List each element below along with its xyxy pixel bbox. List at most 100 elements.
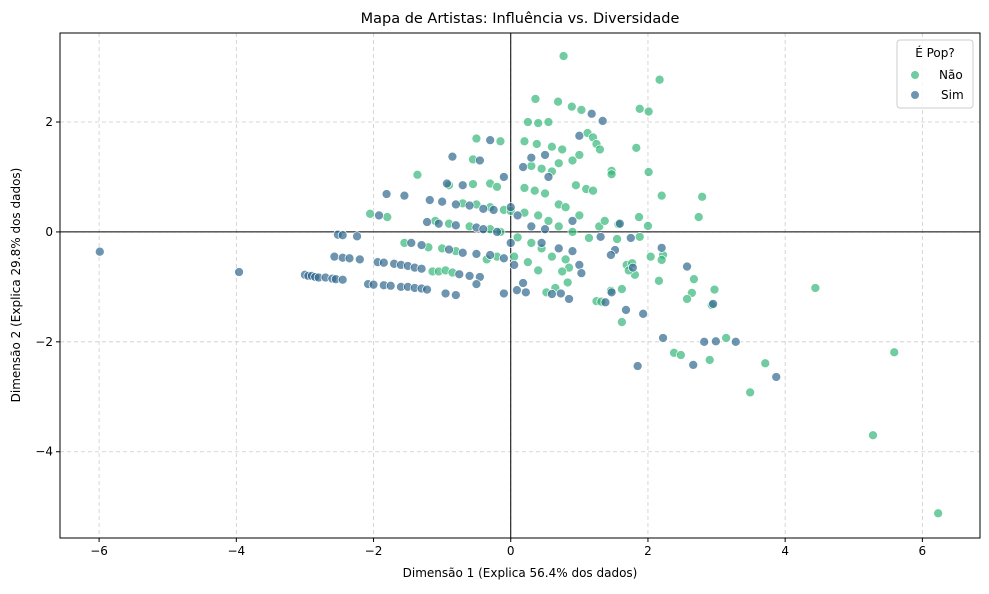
data-point-sim [658, 333, 668, 343]
data-point-nao [654, 275, 664, 286]
data-point-nao [760, 358, 771, 369]
data-point-sim [416, 263, 427, 274]
data-point-sim [337, 230, 348, 241]
data-point-sim [381, 189, 392, 199]
data-point-nao [533, 118, 544, 128]
data-point-sim [433, 218, 444, 229]
data-point-sim [437, 196, 447, 207]
y-tick-label: 0 [45, 225, 53, 239]
data-point-sim [385, 280, 396, 291]
data-point-sim [576, 268, 587, 278]
data-point-nao [697, 191, 707, 202]
data-point-nao [574, 150, 585, 160]
data-point-sim [771, 372, 782, 382]
legend-label-nao: Não [939, 68, 963, 82]
x-axis-label: Dimensão 1 (Explica 56.4% dos dados) [403, 566, 638, 580]
data-point-nao [536, 163, 547, 174]
data-point-nao [588, 185, 598, 196]
data-point-nao [492, 182, 502, 192]
data-point-sim [499, 288, 509, 299]
data-point-nao [540, 188, 550, 199]
legend-marker-sim [910, 90, 920, 100]
data-point-sim [597, 116, 608, 126]
data-point-nao [599, 216, 610, 226]
legend-label-sim: Sim [941, 88, 964, 102]
data-point-sim [656, 243, 667, 253]
x-tick-label: −2 [365, 544, 383, 558]
legend-title: É Pop? [915, 45, 955, 60]
data-point-sim [94, 246, 105, 257]
plot-frame [59, 32, 981, 539]
data-point-nao [810, 283, 821, 293]
axis-ticks: −6 −4 −2 0 2 4 6 −4 −2 0 2 [35, 115, 926, 558]
data-point-sim [354, 254, 365, 265]
data-point-nao [526, 238, 537, 248]
data-point-sim [536, 238, 547, 248]
data-point-nao [584, 233, 594, 243]
data-point-nao [721, 333, 732, 343]
data-point-sim [378, 257, 389, 268]
data-point-sim [464, 271, 475, 281]
data-point-sim [471, 249, 482, 259]
data-point-nao [523, 257, 533, 267]
data-point-nao [468, 179, 478, 189]
data-point-sim [499, 172, 509, 182]
data-point-nao [547, 251, 557, 262]
data-point-sim [518, 278, 528, 288]
data-point-sim [451, 199, 461, 210]
data-point-nao [682, 294, 692, 304]
data-point-sim [553, 243, 564, 254]
data-point-nao [933, 508, 944, 519]
data-point-sim [505, 238, 516, 248]
data-point-sim [352, 231, 362, 242]
data-point-sim [520, 287, 531, 298]
data-point-sim [440, 288, 451, 299]
data-point-nao [567, 155, 578, 166]
data-point-sim [567, 246, 578, 257]
data-point-sim [422, 217, 432, 227]
data-point-sim [337, 274, 348, 285]
data-point-nao [553, 221, 564, 232]
data-point-sim [543, 172, 554, 182]
data-point-nao [471, 133, 482, 144]
data-point-nao [558, 51, 569, 61]
data-point-nao [533, 210, 544, 221]
data-point-sim [454, 269, 465, 280]
data-point-nao [571, 180, 581, 191]
data-point-nao [574, 210, 585, 221]
x-tick-label: 0 [507, 544, 515, 558]
data-point-sim [329, 251, 340, 262]
data-point-nao [543, 216, 554, 226]
data-point-nao [693, 212, 704, 222]
data-point-nao [656, 190, 667, 201]
data-point-nao [531, 139, 542, 149]
data-point-sim [567, 216, 578, 226]
data-point-sim [416, 240, 427, 250]
data-point-nao [634, 232, 645, 242]
data-point-nao [562, 277, 573, 288]
data-point-sim [518, 162, 528, 172]
data-point-sim [447, 151, 458, 162]
data-point-nao [365, 208, 375, 219]
data-point-nao [553, 158, 564, 169]
data-point-nao [704, 355, 715, 365]
data-point-sim [399, 190, 410, 201]
data-point-sim [564, 294, 574, 304]
data-point-nao [519, 136, 530, 147]
y-axis-label: Dimensão 2 (Explica 29.8% dos dados) [9, 168, 23, 403]
legend: É Pop? Não Sim [896, 39, 974, 109]
data-point-sim [638, 308, 648, 319]
data-point-nao [634, 103, 645, 114]
data-point-sim [457, 180, 468, 191]
data-point-sim [574, 130, 585, 141]
data-point-sim [234, 267, 244, 277]
data-point-nao [612, 234, 622, 244]
data-point-sim [682, 261, 692, 272]
data-point-sim [512, 210, 523, 221]
data-point-nao [560, 254, 571, 265]
reference-lines [60, 33, 980, 538]
data-point-sim [451, 220, 461, 231]
data-point-nao [557, 266, 568, 277]
data-point-nao [645, 251, 656, 262]
